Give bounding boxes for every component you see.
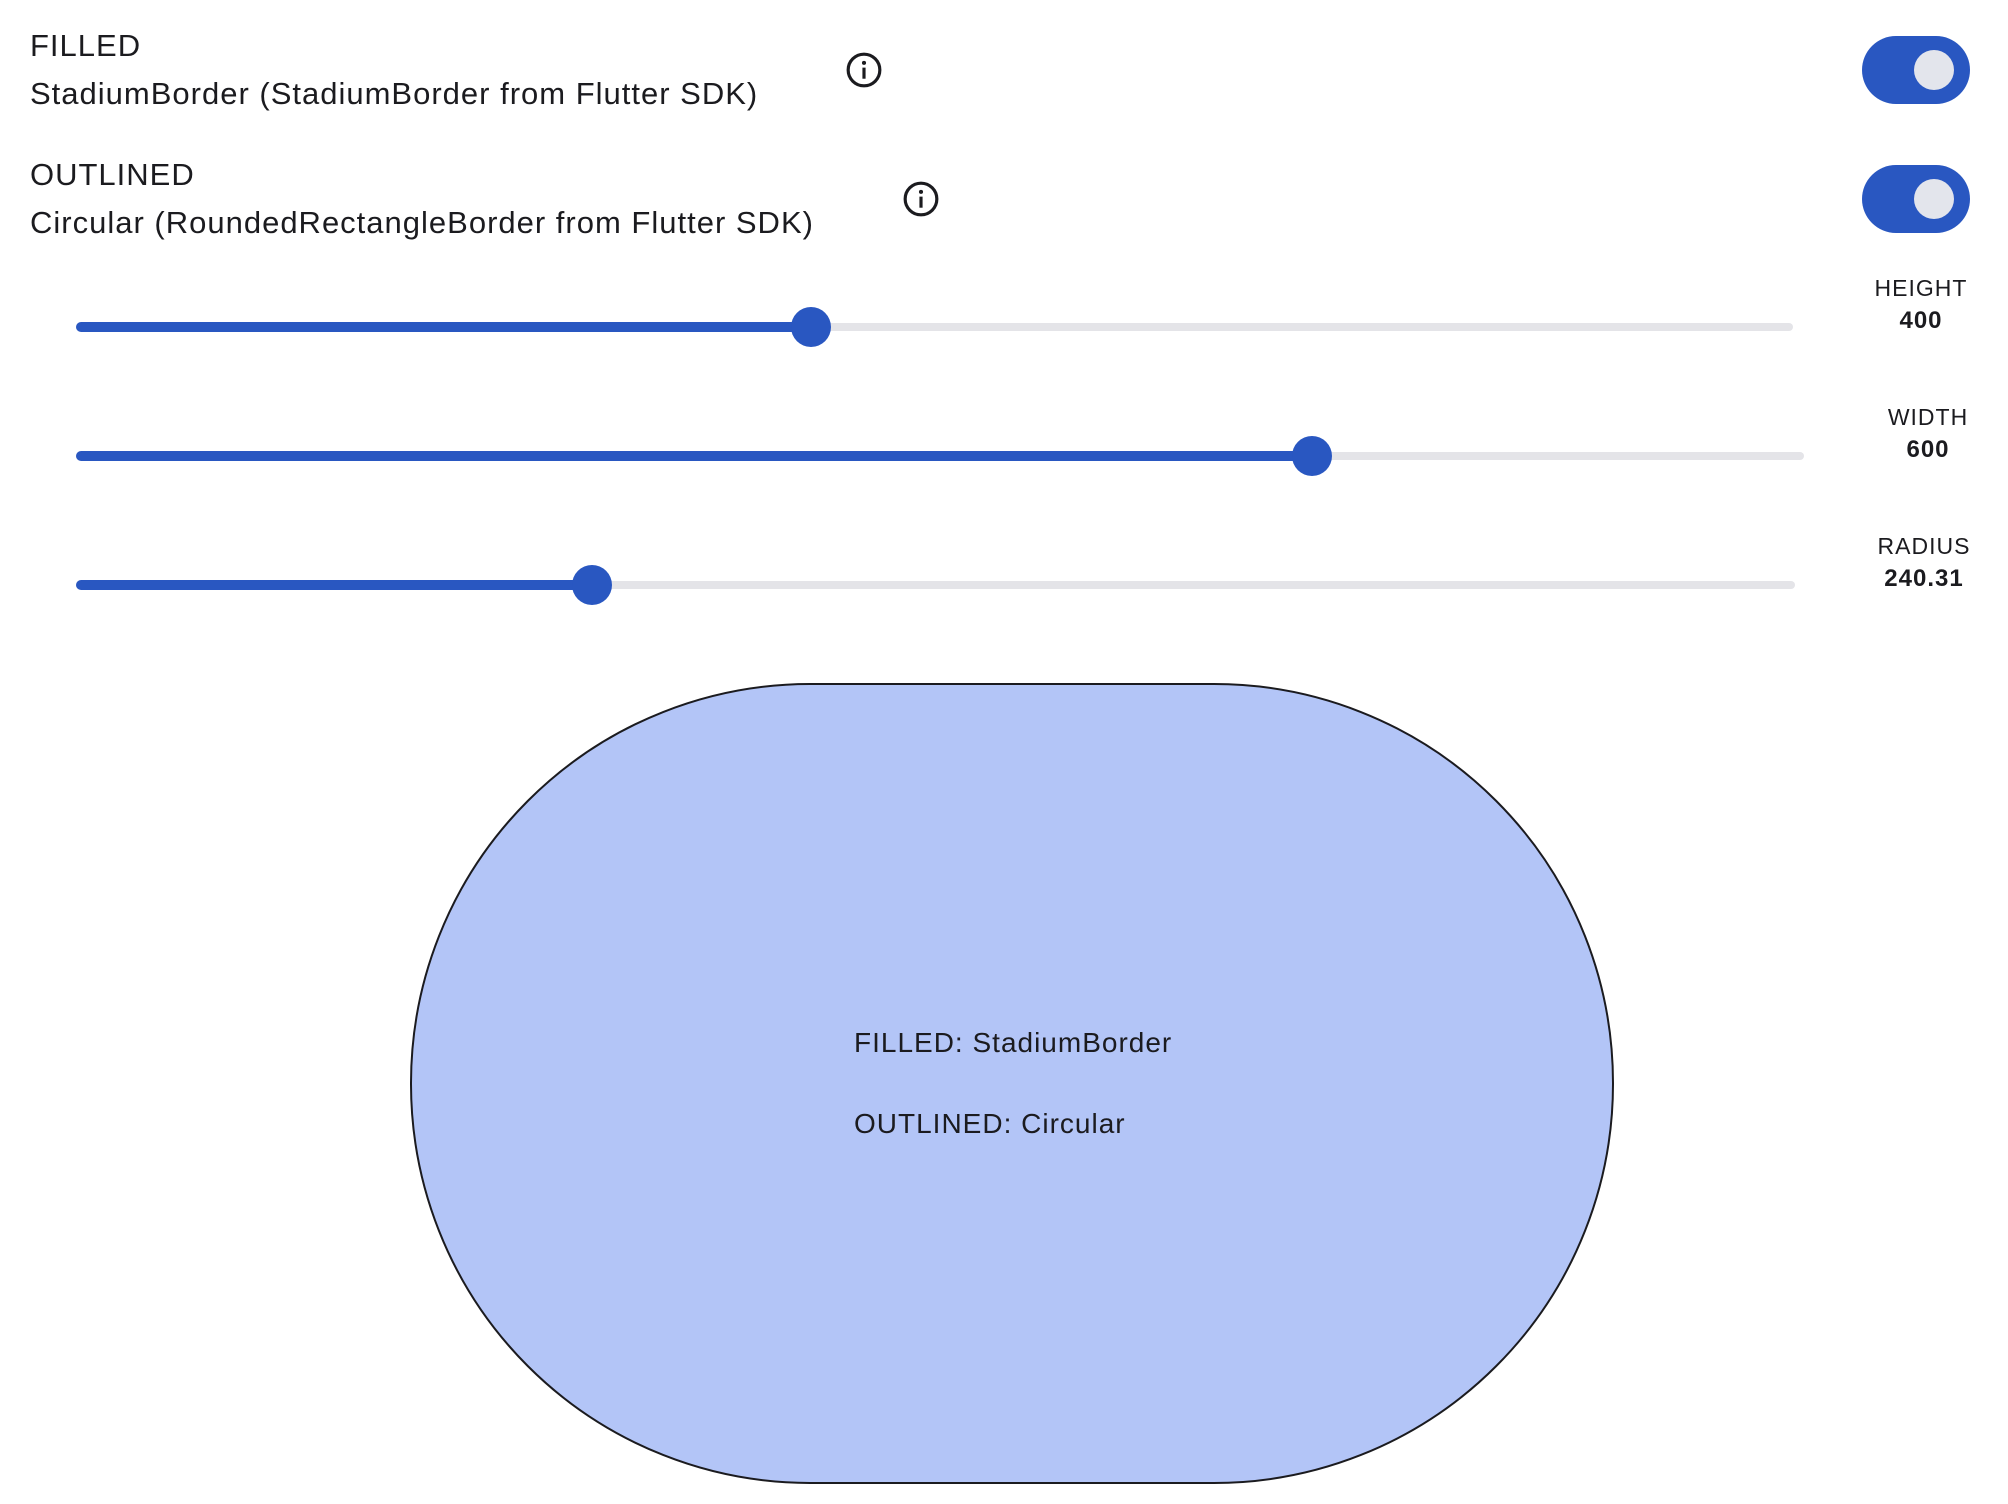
height-value-box: HEIGHT 400 [1851, 273, 1991, 337]
radius-value-box: RADIUS 240.31 [1854, 531, 1994, 595]
outlined-toggle[interactable] [1862, 165, 1970, 233]
radius-slider[interactable] [76, 565, 1795, 605]
radius-label: RADIUS [1877, 533, 1971, 559]
preview-outlined-text: OUTLINED: Circular [854, 1108, 1126, 1139]
filled-setting: FILLED StadiumBorder (StadiumBorder from… [30, 28, 758, 112]
filled-toggle[interactable] [1862, 36, 1970, 104]
width-slider-thumb[interactable] [1291, 436, 1332, 476]
radius-slider-track [76, 581, 1795, 589]
height-label: HEIGHT [1874, 275, 1968, 301]
radius-slider-thumb[interactable] [571, 565, 612, 605]
filled-title: FILLED [30, 28, 142, 63]
width-value-box: WIDTH 600 [1858, 402, 1998, 466]
radius-slider-fill [76, 580, 592, 590]
filled-toggle-knob [1914, 50, 1954, 90]
outlined-description: Circular (RoundedRectangleBorder from Fl… [30, 205, 814, 240]
width-value: 600 [1906, 436, 1950, 463]
width-slider-fill [76, 451, 1312, 461]
preview-shape[interactable] [410, 683, 1614, 1484]
outlined-setting: OUTLINED Circular (RoundedRectangleBorde… [30, 157, 814, 241]
width-label: WIDTH [1887, 404, 1969, 430]
filled-description: StadiumBorder (StadiumBorder from Flutte… [30, 76, 759, 111]
height-slider-fill [76, 322, 811, 332]
radius-value: 240.31 [1884, 565, 1964, 592]
height-slider[interactable] [76, 307, 1793, 347]
filled-info-icon[interactable] [845, 51, 883, 89]
height-slider-track [76, 323, 1793, 331]
outlined-toggle-knob [1914, 179, 1954, 219]
preview-filled-text: FILLED: StadiumBorder [854, 1027, 1173, 1058]
width-slider[interactable] [76, 436, 1804, 476]
height-value: 400 [1899, 307, 1943, 334]
outlined-title: OUTLINED [30, 157, 195, 192]
outlined-info-icon[interactable] [902, 180, 940, 218]
height-slider-thumb[interactable] [790, 307, 831, 347]
